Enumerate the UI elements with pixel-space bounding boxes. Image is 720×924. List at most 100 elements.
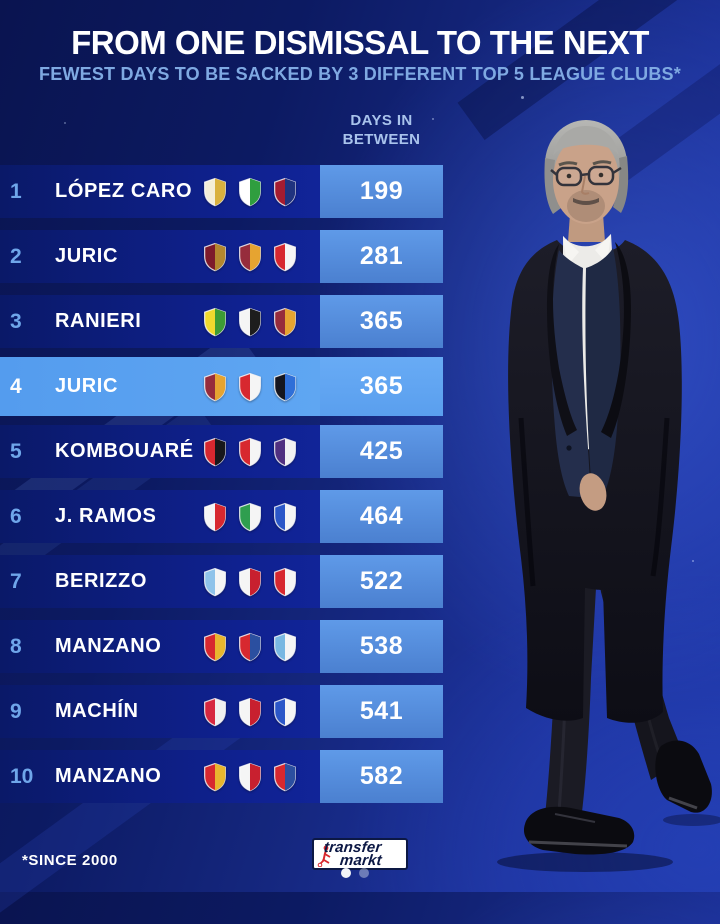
club-crest-icon [202,242,228,271]
club-crest-icon [237,437,263,466]
club-crest-group [202,632,298,661]
club-crest-group [202,437,298,466]
club-crest-group [202,697,298,726]
club-crest-group [202,762,298,791]
table-row: 5 KOMBOUARÉ 425 [0,425,443,478]
club-crest-icon [272,697,298,726]
days-in-between-value: 365 [320,295,443,348]
club-crest-icon [237,697,263,726]
club-crest-icon [202,762,228,791]
rank-label: 3 [10,309,22,333]
club-crest-icon [237,372,263,401]
club-crest-icon [272,177,298,206]
sparkle-decoration [648,302,650,304]
rank-label: 4 [10,374,22,398]
table-row: 7 BERIZZO 522 [0,555,443,608]
club-crest-icon [202,307,228,336]
manager-name: RANIERI [55,310,142,332]
rank-label: 9 [10,699,22,723]
club-crest-icon [272,632,298,661]
row-band [0,230,320,283]
days-in-between-value: 538 [320,620,443,673]
footnote: *SINCE 2000 [22,852,118,869]
table-row: 10 MANZANO 582 [0,750,443,803]
rank-label: 5 [10,439,22,463]
club-crest-icon [272,762,298,791]
logo-text-line2: markt [339,852,383,869]
days-in-between-value: 541 [320,685,443,738]
club-crest-icon [237,177,263,206]
rank-label: 7 [10,569,22,593]
table-row: 2 JURIC 281 [0,230,443,283]
table-row: 3 RANIERI 365 [0,295,443,348]
carousel-dot-inactive [359,868,369,878]
manager-name: MANZANO [55,635,162,657]
table-row: 6 J. RAMOS 464 [0,490,443,543]
rank-label: 1 [10,179,22,203]
club-crest-icon [202,567,228,596]
club-crest-group [202,177,298,206]
page-title: FROM ONE DISMISSAL TO THE NEXT [71,24,649,61]
club-crest-icon [237,762,263,791]
club-crest-icon [202,697,228,726]
days-in-between-value: 281 [320,230,443,283]
rank-label: 8 [10,634,22,658]
club-crest-icon [202,372,228,401]
club-crest-group [202,372,298,401]
table-row: 8 MANZANO 538 [0,620,443,673]
carousel-dot-active [341,868,351,878]
club-crest-icon [272,372,298,401]
transfermarkt-logo: transfer markt [312,838,408,870]
rank-label: 6 [10,504,22,528]
row-band [0,685,320,738]
club-crest-group [202,567,298,596]
manager-name: J. RAMOS [55,505,157,527]
club-crest-icon [237,502,263,531]
table-row: 4 JURIC 365 [0,357,443,416]
rank-label: 2 [10,244,22,268]
rank-label: 10 [10,764,34,788]
club-crest-icon [237,632,263,661]
table-row: 1 LÓPEZ CARO 199 [0,165,443,218]
days-in-between-value: 199 [320,165,443,218]
manager-name: LÓPEZ CARO [55,180,193,202]
sparkle-decoration [692,560,694,562]
manager-name: JURIC [55,375,119,397]
club-crest-group [202,242,298,271]
row-band [0,490,320,543]
club-crest-icon [237,242,263,271]
club-crest-icon [272,242,298,271]
manager-name: JURIC [55,245,119,267]
days-in-between-value: 425 [320,425,443,478]
club-crest-icon [202,632,228,661]
club-crest-icon [272,502,298,531]
days-in-between-value: 464 [320,490,443,543]
column-header-days-line2: BETWEEN [342,131,421,148]
row-band [0,165,320,218]
column-header-days-line1: DAYS IN [350,112,413,129]
club-crest-icon [202,177,228,206]
row-band [0,620,320,673]
days-in-between-value: 365 [320,357,443,416]
days-in-between-value: 522 [320,555,443,608]
page-subtitle: FEWEST DAYS TO BE SACKED BY 3 DIFFERENT … [39,64,681,84]
manager-name: KOMBOUARÉ [55,440,194,462]
club-crest-icon [272,307,298,336]
manager-photo [497,120,720,872]
row-band [0,555,320,608]
club-crest-icon [202,502,228,531]
club-crest-icon [202,437,228,466]
club-crest-icon [272,437,298,466]
row-band [0,357,320,416]
club-crest-group [202,502,298,531]
club-crest-group [202,307,298,336]
sparkle-decoration [64,122,66,124]
manager-name: MANZANO [55,765,162,787]
row-band [0,425,320,478]
manager-name: BERIZZO [55,570,147,592]
column-header-days: DAYS IN BETWEEN [320,111,443,149]
row-band [0,750,320,803]
days-in-between-value: 582 [320,750,443,803]
sparkle-decoration [521,96,524,99]
table-row: 9 MACHÍN 541 [0,685,443,738]
